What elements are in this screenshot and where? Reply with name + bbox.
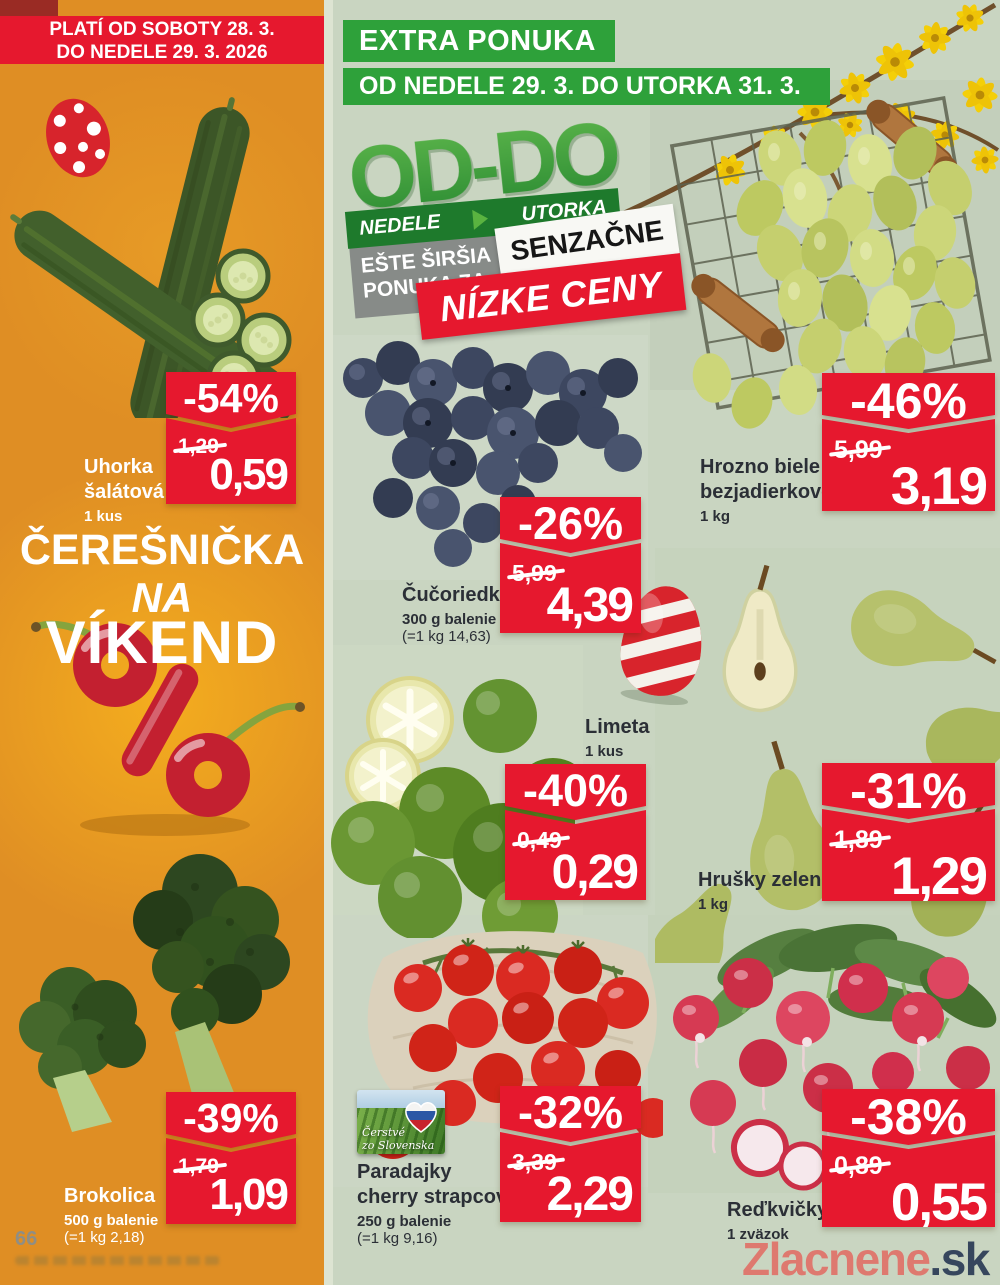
weekend-promo-line1: ČEREŠNIČKA (19, 526, 305, 574)
old-price: 5,99 (834, 436, 883, 464)
banner-fold (0, 0, 58, 16)
new-price: 2,29 (546, 1168, 634, 1221)
old-price: 1,79 (178, 1155, 219, 1178)
page-number: 66 (15, 1228, 38, 1250)
product-label-paradajky: Paradajky cherry strapcové 250 g balenie… (357, 1161, 519, 1247)
product-label-uhorka: Uhorka šalátová 1 kus (84, 456, 165, 525)
extra-offer-dates-banner: OD NEDELE 29. 3. DO UTORKA 31. 3. (343, 68, 830, 105)
zlacnene-watermark-link[interactable]: Zlacnene.sk (742, 1233, 990, 1285)
discount-percent: -38% (822, 1089, 995, 1145)
slovak-flag-heart-icon (405, 1102, 437, 1133)
new-price: 1,09 (209, 1170, 289, 1219)
cherry-tomatoes-photo (367, 931, 663, 1159)
old-price: 0,49 (517, 827, 562, 853)
weekend-promo-line2: NA (131, 574, 193, 621)
product-label-limeta: Limeta 1 kus (585, 716, 650, 760)
product-label-hrusky: Hrušky zelené 1 kg (698, 869, 833, 913)
validity-line1: PLATÍ OD SOBOTY 28. 3. (49, 19, 275, 40)
price-badge-limeta: -40% 0,49 0,29 (505, 764, 646, 900)
weekend-promo-line3: VÍKEND (45, 609, 279, 676)
new-price: 0,59 (209, 450, 289, 499)
new-price: 3,19 (890, 457, 988, 516)
old-price: 0,89 (834, 1152, 883, 1180)
discount-percent: -32% (500, 1086, 641, 1142)
old-price: 1,29 (178, 435, 219, 458)
new-price: 0,55 (890, 1173, 988, 1232)
column-gutter (324, 0, 333, 1285)
old-price: 3,39 (512, 1149, 557, 1175)
footer-smallprint (15, 1256, 220, 1265)
old-price: 1,89 (834, 826, 883, 854)
price-badge-brokolica: -39% 1,79 1,09 (166, 1092, 296, 1224)
new-price: 4,39 (546, 579, 634, 632)
product-label-cucoriedky: Čučoriedky 300 g balenie (=1 kg 14,63) (402, 584, 511, 645)
discount-percent: -40% (505, 764, 646, 820)
price-badge-hrusky: -31% 1,89 1,29 (822, 763, 995, 901)
origin-label-text: Čerstvé zo Slovenska (362, 1126, 435, 1152)
validity-line2: DO NEDELE 29. 3. 2026 (56, 42, 268, 63)
price-badge-cucoriedky: -26% 5,99 4,39 (500, 497, 641, 633)
limes-photo (331, 676, 575, 938)
cherry-percent-graphic (31, 620, 305, 836)
broccoli-photo (19, 854, 290, 1132)
discount-percent: -39% (166, 1092, 296, 1148)
price-badge-paradajky: -32% 3,39 2,29 (500, 1086, 641, 1222)
radishes-photo (673, 923, 997, 1191)
extra-offer-banner: EXTRA PONUKA (343, 20, 615, 62)
discount-percent: -26% (500, 497, 641, 553)
product-label-brokolica: Brokolica 500 g balenie (=1 kg 2,18) (64, 1185, 159, 1246)
product-label-redkvicky: Reďkvičky 1 zväzok (727, 1199, 829, 1243)
blueberries-photo (343, 341, 642, 567)
validity-banner: PLATÍ OD SOBOTY 28. 3. DO NEDELE 29. 3. … (0, 16, 324, 64)
fresh-from-slovakia-label: Čerstvé zo Slovenska (357, 1090, 445, 1154)
new-price: 1,29 (890, 847, 988, 906)
price-badge-uhorka: -54% 1,29 0,59 (166, 372, 296, 504)
price-badge-hrozno: -46% 5,99 3,19 (822, 373, 995, 511)
discount-percent: -31% (822, 763, 995, 819)
discount-percent: -46% (822, 373, 995, 429)
cucumbers-photo (10, 97, 295, 418)
product-label-hrozno: Hrozno biele bezjadierkové 1 kg (700, 456, 833, 525)
new-price: 0,29 (551, 846, 639, 899)
price-badge-redkvicky: -38% 0,89 0,55 (822, 1089, 995, 1227)
old-price: 5,99 (512, 560, 557, 586)
discount-percent: -54% (166, 372, 296, 428)
